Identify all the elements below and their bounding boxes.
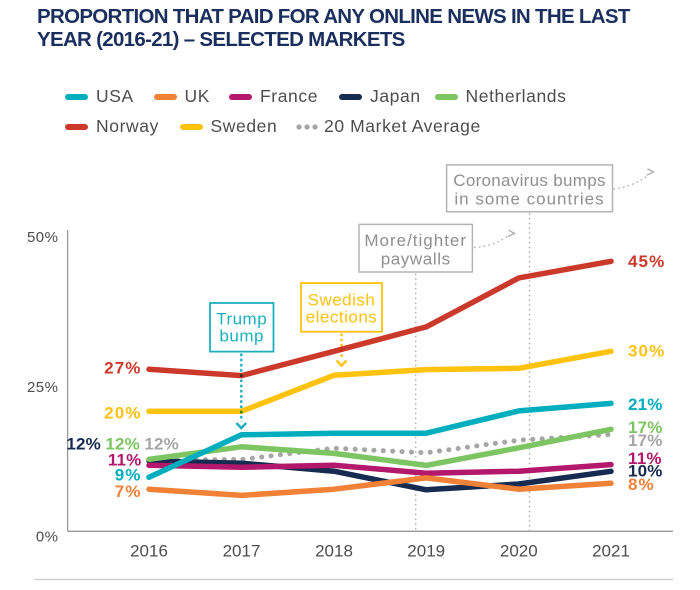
svg-text:7%: 7% xyxy=(115,482,142,501)
svg-text:paywalls: paywalls xyxy=(381,249,451,268)
svg-text:20%: 20% xyxy=(104,403,141,422)
svg-text:17%: 17% xyxy=(628,431,663,450)
svg-text:8%: 8% xyxy=(628,475,655,494)
svg-text:Swedish: Swedish xyxy=(308,291,376,310)
svg-text:2016: 2016 xyxy=(130,542,168,561)
svg-text:12%: 12% xyxy=(144,434,179,453)
svg-text:2017: 2017 xyxy=(223,542,261,561)
svg-text:2018: 2018 xyxy=(315,542,353,561)
svg-text:2021: 2021 xyxy=(592,542,630,561)
svg-text:Coronavirus bumps: Coronavirus bumps xyxy=(453,171,606,190)
svg-text:12%: 12% xyxy=(105,434,140,453)
svg-text:11%: 11% xyxy=(108,450,142,469)
svg-text:9%: 9% xyxy=(115,465,142,484)
svg-text:2019: 2019 xyxy=(407,542,445,561)
svg-text:50%: 50% xyxy=(27,229,59,246)
svg-text:elections: elections xyxy=(306,308,378,327)
svg-text:12%: 12% xyxy=(66,434,101,453)
svg-text:21%: 21% xyxy=(628,395,663,414)
svg-text:45%: 45% xyxy=(628,252,665,271)
svg-text:25%: 25% xyxy=(27,379,59,396)
svg-text:2020: 2020 xyxy=(500,542,538,561)
svg-text:0%: 0% xyxy=(36,529,59,546)
svg-text:27%: 27% xyxy=(104,358,141,377)
svg-text:More/tighter: More/tighter xyxy=(364,231,467,250)
svg-text:bump: bump xyxy=(219,327,264,346)
svg-text:in some countries: in some countries xyxy=(454,190,604,209)
svg-text:30%: 30% xyxy=(628,341,665,360)
svg-text:Trump: Trump xyxy=(216,310,267,329)
svg-text:10%: 10% xyxy=(628,461,663,480)
svg-text:17%: 17% xyxy=(628,418,663,437)
svg-text:11%: 11% xyxy=(628,449,662,468)
